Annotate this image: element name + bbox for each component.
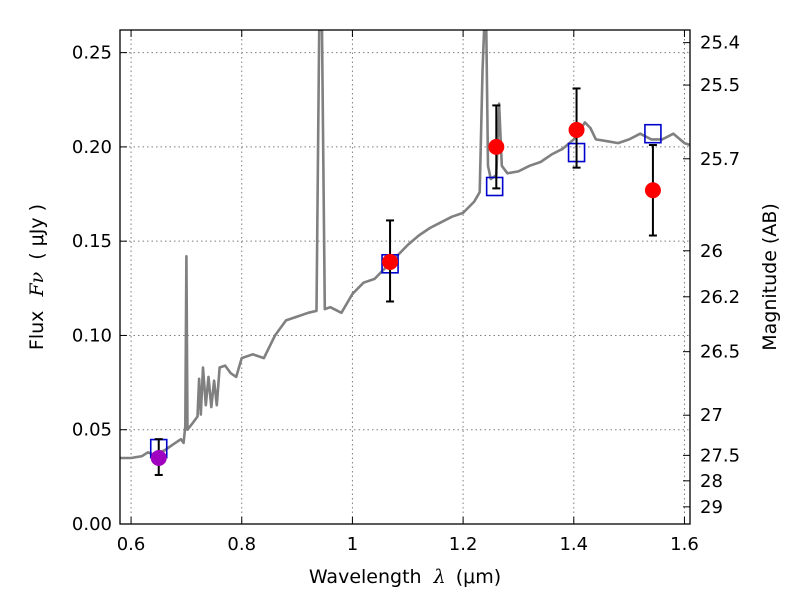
model-photometry-square bbox=[644, 123, 662, 144]
y-tick-label: 0.05 bbox=[72, 420, 112, 441]
y2-tick-label: 27 bbox=[700, 405, 723, 426]
y-tick-label: 0.15 bbox=[72, 231, 112, 252]
y2-tick-label: 26 bbox=[700, 241, 723, 262]
x-tick-label: 1.2 bbox=[449, 534, 478, 555]
x-tick-label: 1.6 bbox=[670, 534, 699, 555]
observed-photometry-point bbox=[382, 253, 399, 270]
y2-tick-label: 28 bbox=[700, 471, 723, 492]
spectrum-layer bbox=[120, 30, 690, 460]
x-axis-title-symbol: λ bbox=[433, 566, 446, 588]
x-tick-label: 0.6 bbox=[117, 534, 146, 555]
x-tick-label: 1.4 bbox=[559, 534, 588, 555]
y2-tick-label: 29 bbox=[700, 497, 723, 518]
plot-frame bbox=[119, 29, 691, 525]
y2-tick-label: 26.2 bbox=[700, 287, 740, 308]
y-tick-label: 0.00 bbox=[72, 514, 112, 535]
model-photometry-square bbox=[485, 176, 504, 197]
x-axis-title-prefix: Wavelength bbox=[309, 566, 422, 588]
y-tick-label: 0.25 bbox=[72, 43, 112, 64]
observed-photometry-point bbox=[644, 182, 661, 199]
y-axis-title-unit: ( μJy ) bbox=[26, 204, 48, 260]
spectrum-line bbox=[120, 30, 690, 460]
y2-axis-title: Magnitude (AB) bbox=[759, 203, 781, 351]
y-axis-title-prefix: Flux bbox=[26, 311, 48, 351]
grid-lines bbox=[120, 30, 690, 525]
x-axis-title: Wavelength λ (μm) bbox=[309, 566, 501, 588]
observed-photometry-point bbox=[568, 121, 585, 138]
y-axis-title: Flux Fν ( μJy ) bbox=[26, 204, 48, 350]
x-tick-label: 0.8 bbox=[227, 534, 256, 555]
y2-tick-label: 25.7 bbox=[700, 149, 740, 170]
observed-photometry-point bbox=[488, 138, 505, 155]
y-axis-title-symbol: Fν bbox=[26, 271, 48, 297]
y2-tick-label: 25.4 bbox=[700, 33, 740, 54]
y-tick-label: 0.10 bbox=[72, 325, 112, 346]
y2-tick-label: 27.5 bbox=[700, 445, 740, 466]
ticks-layer: 0.6 0.8 1 1.2 1.4 1.6 0.00 0.05 0.10 0.15 0.20 0.25… bbox=[72, 30, 740, 555]
observed-photometry-point bbox=[150, 450, 167, 467]
points-layer bbox=[149, 87, 662, 476]
x-tick-label: 1 bbox=[347, 534, 358, 555]
y2-tick-label: 26.5 bbox=[700, 342, 740, 363]
y2-tick-label: 25.5 bbox=[700, 75, 740, 96]
x-axis-title-unit: (μm) bbox=[456, 566, 501, 588]
y-tick-label: 0.20 bbox=[72, 137, 112, 158]
